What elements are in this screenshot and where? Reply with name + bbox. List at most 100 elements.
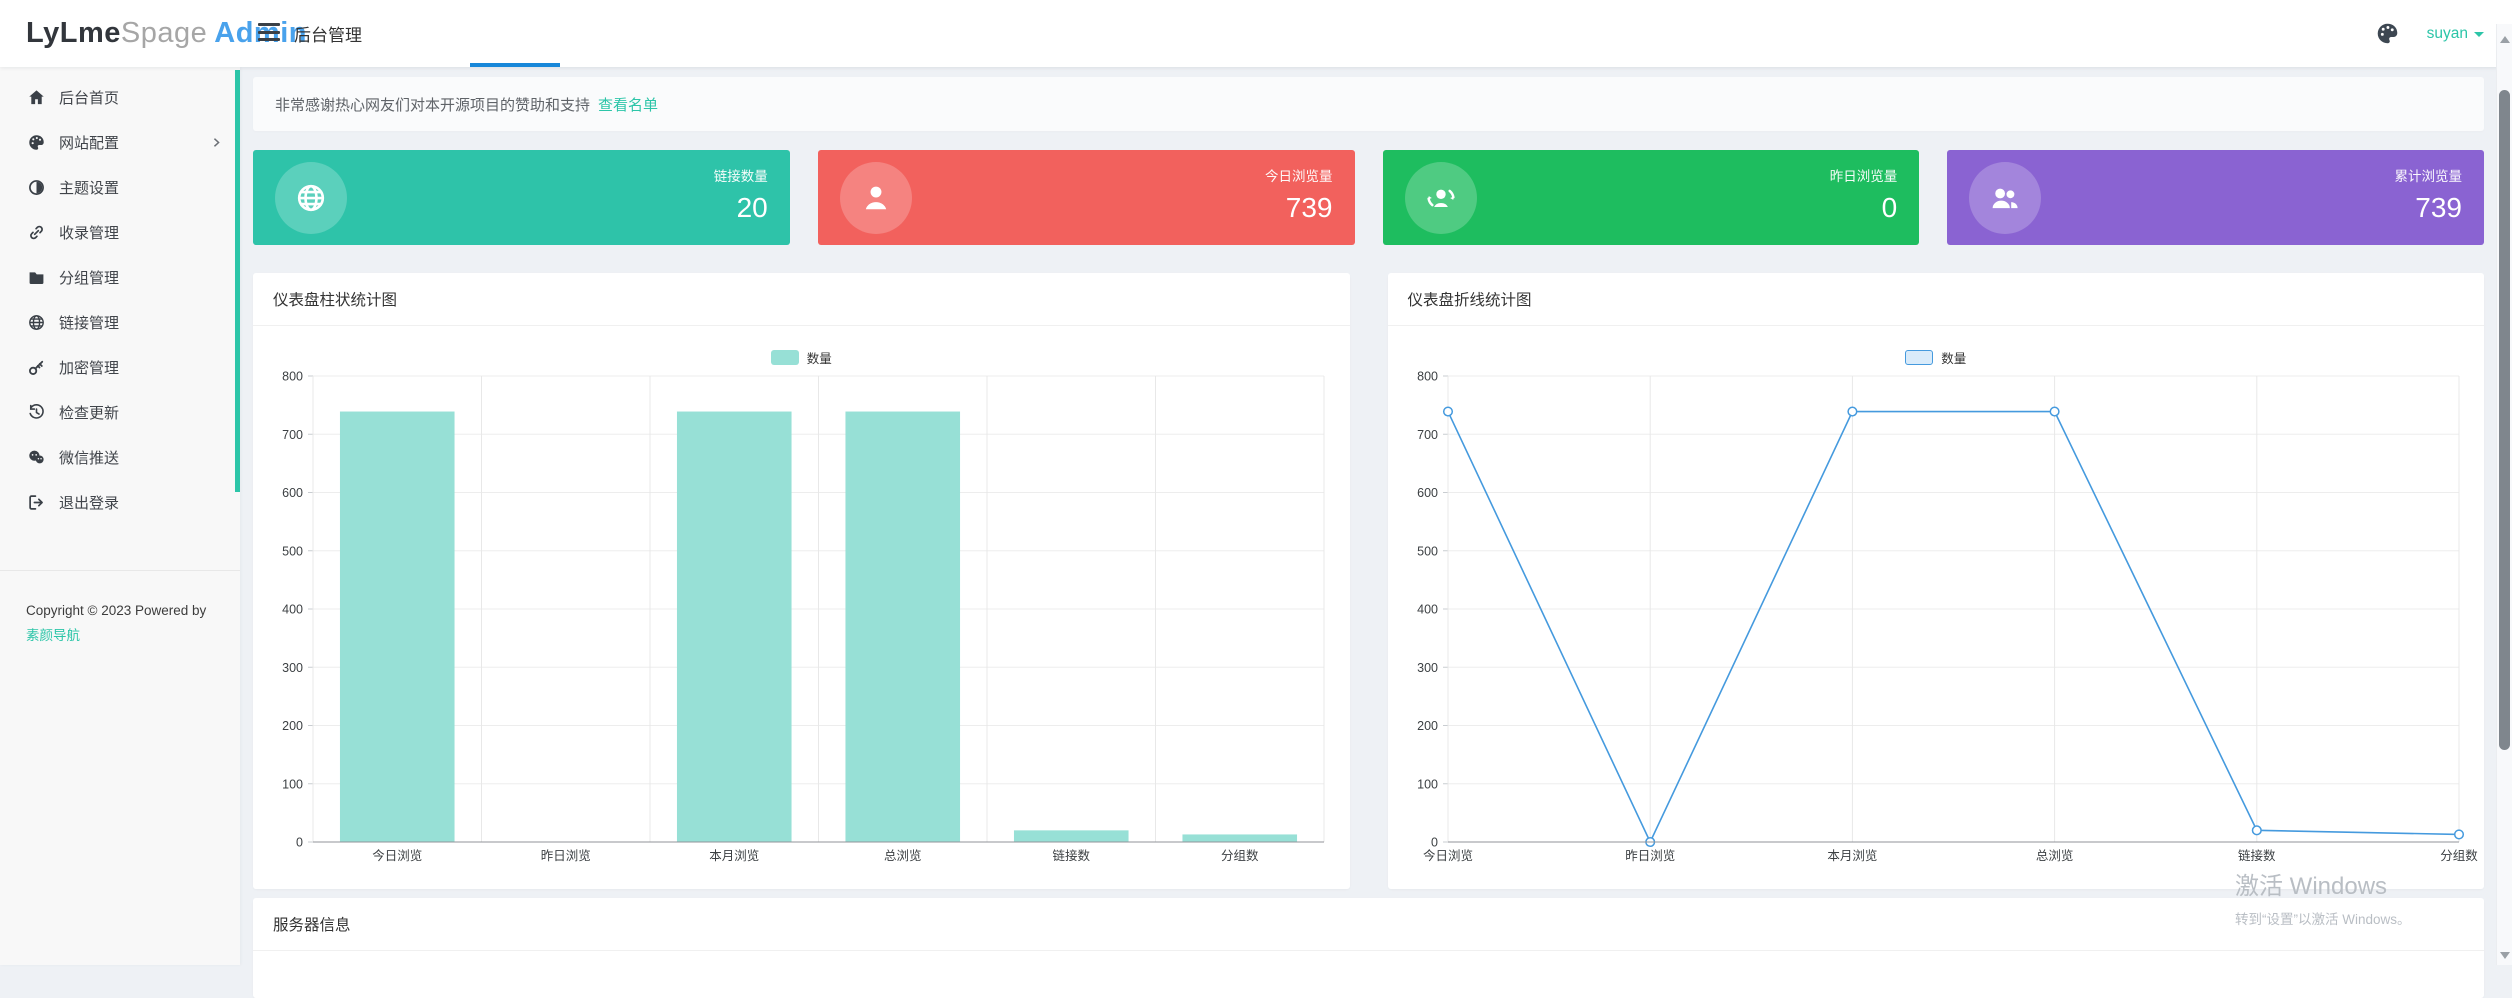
svg-text:链接数: 链接数 (1052, 848, 1090, 863)
line-chart-card: 仪表盘折线统计图 数量 0 100 200 300 400 500 600 700 800 今日浏… (1387, 273, 2485, 889)
sidebar-item-label: 退出登录 (59, 495, 120, 512)
line-chart-plot: 0 100 200 300 400 500 600 700 800 今日浏览 昨日浏览 本月浏览 总浏览… (1388, 326, 2485, 889)
user-icon (865, 186, 886, 209)
globe-icon (29, 315, 44, 330)
legend-swatch (770, 350, 799, 365)
folder-icon (29, 272, 44, 284)
stats-row: 链接数量 20 今日浏览量 739 (253, 150, 2484, 245)
sidebar-item-site-config[interactable]: 网站配置 (0, 120, 240, 165)
theme-palette-button[interactable] (2376, 22, 2399, 45)
sidebar-item-label: 网站配置 (59, 135, 120, 152)
sidebar-item-label: 微信推送 (59, 450, 120, 467)
svg-text:200: 200 (1417, 719, 1438, 733)
svg-text:0: 0 (1431, 836, 1438, 850)
legend-swatch (1905, 350, 1934, 365)
svg-text:100: 100 (1417, 777, 1438, 791)
sidebar-item-links[interactable]: 链接管理 (0, 300, 240, 345)
sidebar-item-label: 检查更新 (59, 405, 120, 422)
svg-text:400: 400 (282, 603, 303, 617)
chevron-right-icon (213, 138, 220, 147)
stat-icon-circle (1404, 161, 1477, 234)
notice-link[interactable]: 查看名单 (598, 96, 659, 114)
stat-card-yesterday-views: 昨日浏览量 0 (1382, 150, 1920, 245)
svg-text:200: 200 (282, 719, 303, 733)
key-icon (29, 360, 44, 375)
link-icon (30, 225, 43, 240)
copyright-text: Copyright © 2023 Powered by (26, 603, 207, 618)
scroll-down-icon[interactable] (2500, 952, 2510, 959)
bar-chart-title: 仪表盘柱状统计图 (253, 273, 1350, 326)
svg-text:总浏览: 总浏览 (884, 848, 922, 863)
svg-text:今日浏览: 今日浏览 (372, 848, 422, 863)
charts-row: 仪表盘柱状统计图 数量 0 100 200 300 400 500 600 700 800 今日浏… (253, 273, 2484, 889)
svg-text:今日浏览: 今日浏览 (1422, 848, 1472, 863)
menu-toggle-icon[interactable] (258, 23, 282, 43)
stat-label: 今日浏览量 (1265, 169, 1333, 184)
bar-chart-legend[interactable]: 数量 (253, 348, 1350, 367)
scrollbar-thumb[interactable] (2499, 90, 2510, 750)
svg-text:600: 600 (282, 486, 303, 500)
app-logo: LyLme Spage Admin (26, 0, 307, 67)
scroll-up-icon[interactable] (2500, 36, 2510, 43)
stat-card-links: 链接数量 20 (253, 150, 790, 245)
svg-text:分组数: 分组数 (2440, 848, 2478, 863)
stat-icon-circle (275, 161, 347, 234)
sidebar-item-logout[interactable]: 退出登录 (0, 480, 240, 525)
sidebar-item-indexing[interactable]: 收录管理 (0, 210, 240, 255)
stat-card-total-views: 累计浏览量 739 (1947, 150, 2484, 245)
svg-text:300: 300 (1417, 661, 1438, 675)
logo-part-2: Spage (120, 17, 208, 49)
legend-label: 数量 (1941, 352, 1967, 366)
svg-text:链接数: 链接数 (2238, 848, 2276, 863)
server-info-card: 服务器信息 (253, 898, 2484, 998)
svg-text:分组数: 分组数 (1221, 848, 1259, 863)
sidebar-scrollbar-thumb[interactable] (235, 70, 240, 492)
copyright-link[interactable]: 素颜导航 (26, 628, 80, 644)
adjust-icon (29, 180, 44, 195)
notice-bar: 非常感谢热心网友们对本开源项目的赞助和支持 查看名单 (253, 77, 2484, 131)
sidebar-item-home[interactable]: 后台首页 (0, 75, 240, 120)
svg-text:400: 400 (1417, 603, 1438, 617)
stat-icon-circle (1969, 161, 2042, 234)
svg-text:500: 500 (1417, 544, 1438, 558)
sidebar-item-encryption[interactable]: 加密管理 (0, 345, 240, 390)
svg-text:300: 300 (282, 661, 303, 675)
legend-label: 数量 (806, 352, 832, 366)
sidebar-item-label: 后台首页 (59, 90, 120, 107)
caret-down-icon (2474, 32, 2484, 37)
stat-label: 累计浏览量 (2394, 169, 2463, 184)
topbar: LyLme Spage Admin 后台管理 suyan (0, 0, 2512, 67)
palette-icon (29, 135, 44, 150)
window-scrollbar[interactable] (2496, 24, 2512, 965)
svg-text:800: 800 (282, 370, 303, 384)
line-chart-title: 仪表盘折线统计图 (1387, 273, 2484, 326)
svg-text:100: 100 (282, 777, 303, 791)
stat-icon-circle (839, 161, 912, 234)
sidebar-item-theme[interactable]: 主题设置 (0, 165, 240, 210)
sidebar-item-groups[interactable]: 分组管理 (0, 255, 240, 300)
svg-text:800: 800 (1417, 370, 1438, 384)
user-dropdown[interactable]: suyan (2427, 25, 2484, 43)
palette-icon (2377, 23, 2397, 44)
wechat-icon (29, 450, 44, 464)
bar-chart-plot: 0 100 200 300 400 500 600 700 800 今日浏览 昨日浏览 本月浏览 总浏览… (253, 326, 1350, 889)
svg-text:600: 600 (1417, 486, 1438, 500)
stat-value: 739 (1285, 192, 1333, 223)
svg-text:500: 500 (282, 544, 303, 558)
history-icon (29, 404, 44, 419)
stat-value: 20 (736, 192, 768, 223)
username: suyan (2426, 24, 2468, 42)
progress-bar (470, 63, 560, 67)
sidebar-item-update[interactable]: 检查更新 (0, 390, 240, 435)
sidebar-item-wechat-push[interactable]: 微信推送 (0, 435, 240, 480)
sidebar-item-label: 链接管理 (59, 315, 120, 332)
bar-chart-card: 仪表盘柱状统计图 数量 0 100 200 300 400 500 600 700 800 今日浏… (253, 273, 1350, 889)
sidebar-item-label: 主题设置 (59, 180, 120, 197)
logo-part-1: LyLme (26, 17, 121, 49)
stat-card-today-views: 今日浏览量 739 (817, 150, 1355, 245)
sidebar: 后台首页 网站配置 主题设置 收录管理 (0, 67, 240, 965)
line-chart-legend[interactable]: 数量 (1388, 348, 2485, 367)
svg-text:总浏览: 总浏览 (2035, 848, 2073, 863)
svg-text:0: 0 (296, 836, 303, 850)
svg-text:昨日浏览: 昨日浏览 (541, 848, 591, 863)
